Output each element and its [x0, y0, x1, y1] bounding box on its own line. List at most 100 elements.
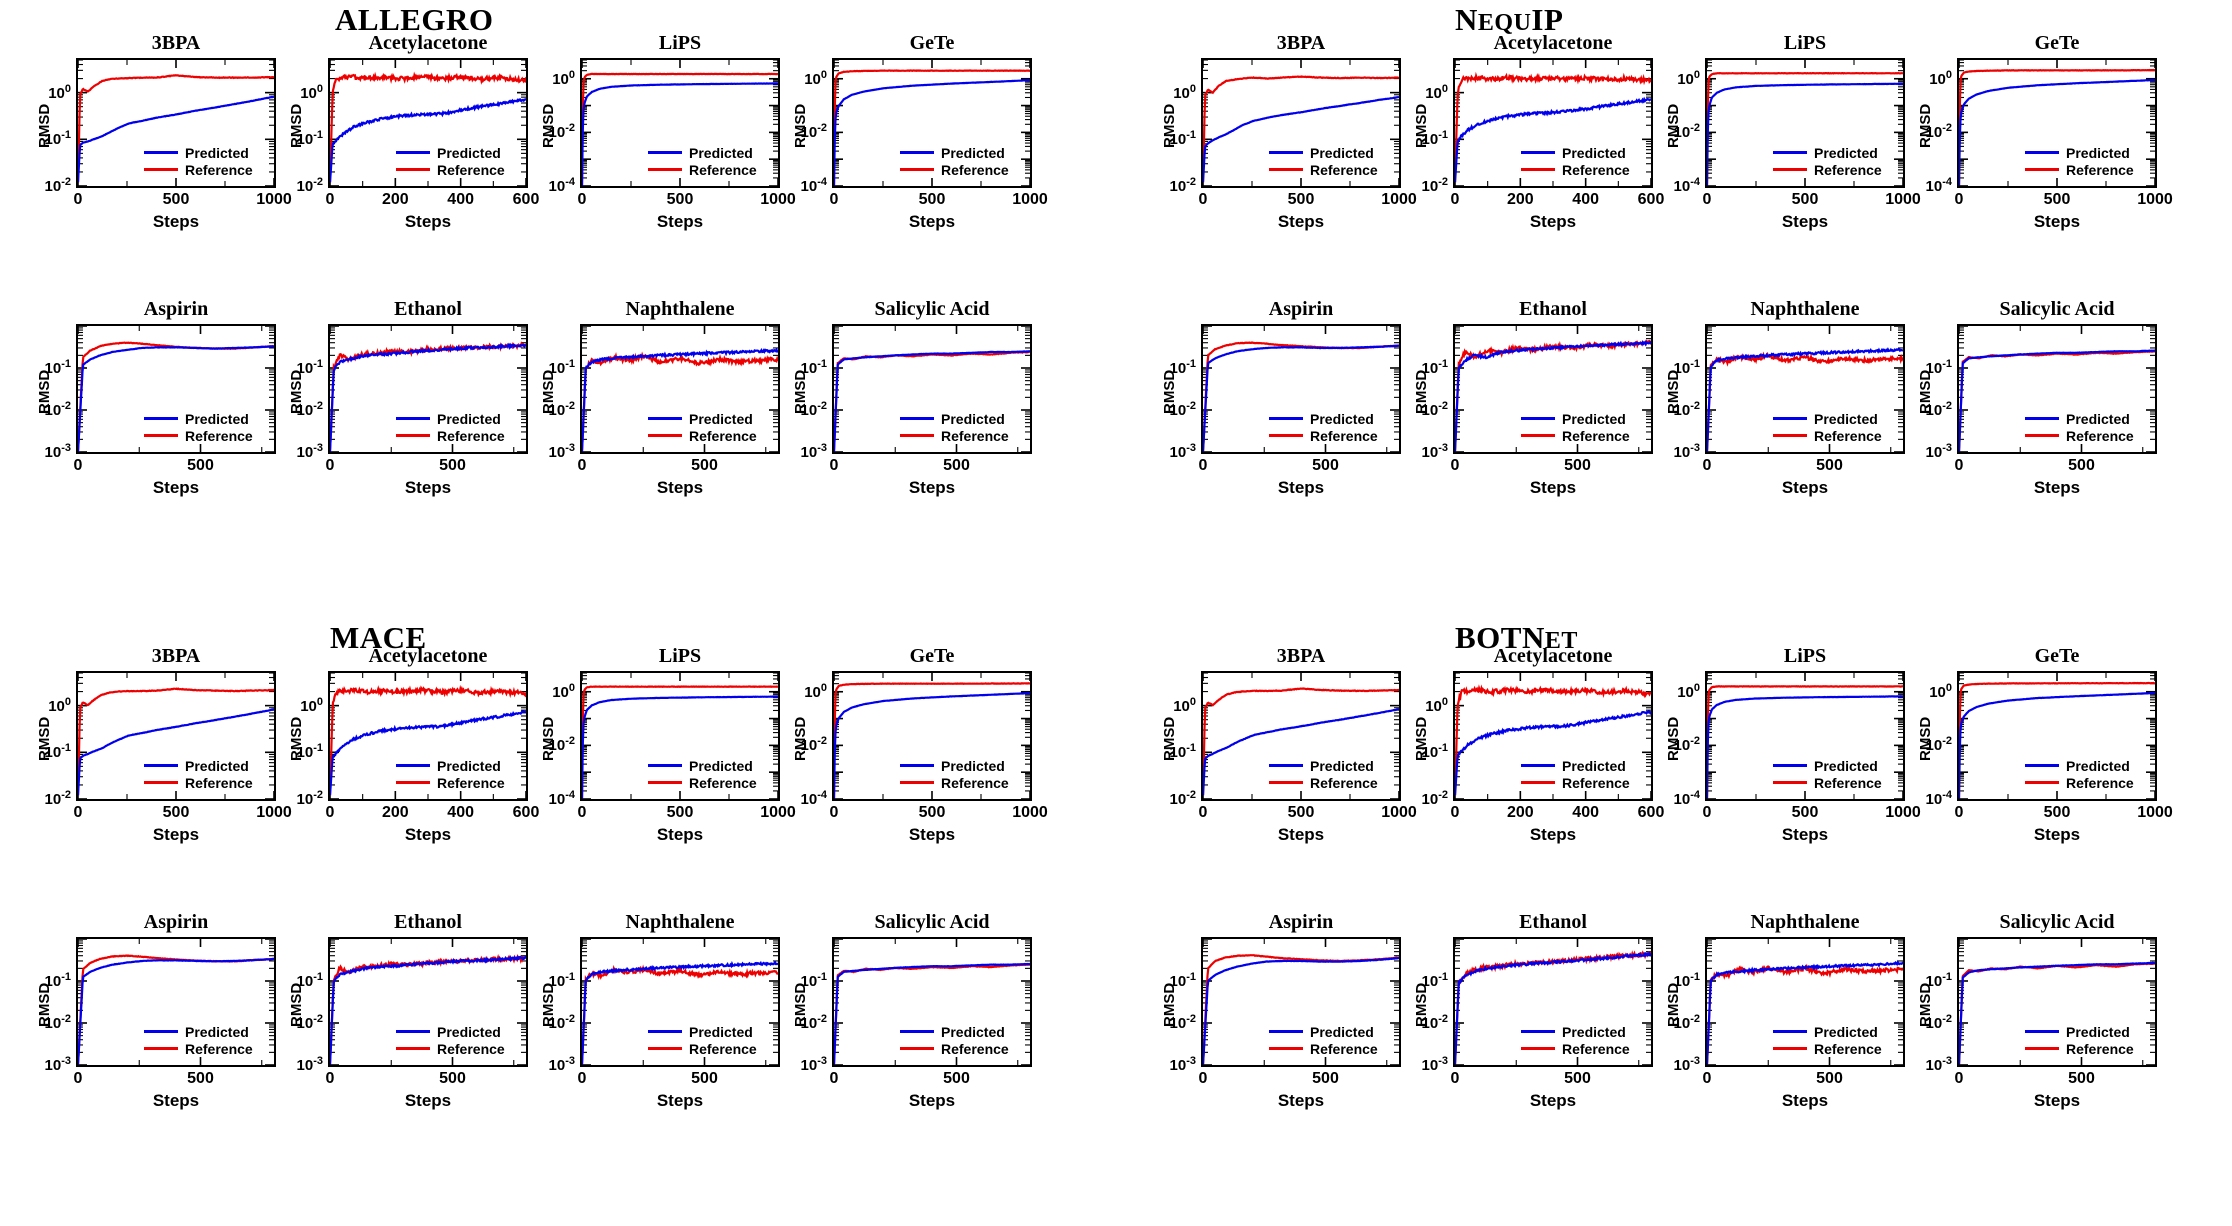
legend-swatch-predicted [900, 417, 934, 420]
legend-swatch-reference [2025, 781, 2059, 784]
section-title-allegro: ALLEGRO [335, 2, 494, 37]
legend-swatch-predicted [1773, 417, 1807, 420]
y-tick-label: 10-3 [296, 442, 323, 461]
legend-item-predicted: Predicted [396, 1023, 505, 1040]
x-tick-label: 0 [829, 457, 839, 474]
panel-mace-ethanol: Ethanol 10-3 10-2 10-1 RMSD 0 500 Steps Predicte… [282, 911, 536, 1113]
y-tick-label: 10-1 [548, 358, 575, 377]
plot-area [1201, 937, 1401, 1067]
legend-item-predicted: Predicted [1773, 757, 1882, 774]
y-tick-label: 10-3 [800, 1055, 827, 1074]
x-axis-label: Steps [1277, 825, 1325, 844]
y-tick-label: 10-2 [1169, 1013, 1196, 1032]
y-tick-label: 10-1 [296, 971, 323, 990]
x-tick-label: 400 [1572, 804, 1600, 821]
y-tick-label: 10-2 [1925, 735, 1952, 755]
legend-label-predicted: Predicted [1562, 410, 1626, 427]
y-tick-label: 10-1 [1421, 358, 1448, 377]
y-tick-label: 100 [1173, 82, 1196, 102]
x-tick-label: 0 [1198, 457, 1208, 474]
legend: Predicted Reference [2025, 144, 2134, 178]
legend-item-reference: Reference [396, 1040, 505, 1057]
legend-item-predicted: Predicted [900, 1023, 1009, 1040]
legend-swatch-reference [2025, 1047, 2059, 1050]
panel-title: Naphthalene [1750, 911, 1860, 933]
plot-area [1201, 58, 1401, 188]
y-axis-label: RMSD [792, 982, 809, 1027]
y-tick-label: 10-2 [1169, 400, 1196, 419]
legend-label-predicted: Predicted [689, 410, 753, 427]
x-tick-label: 500 [666, 804, 694, 821]
x-tick-label: 500 [1791, 191, 1819, 208]
legend-label-reference: Reference [689, 161, 757, 178]
y-tick-label: 100 [48, 82, 71, 102]
legend-swatch-reference [144, 1047, 178, 1050]
legend-swatch-reference [648, 434, 682, 437]
legend-swatch-reference [396, 434, 430, 437]
legend-label-predicted: Predicted [1310, 144, 1374, 161]
legend-swatch-reference [900, 1047, 934, 1050]
y-tick-label: 10-3 [1421, 442, 1448, 461]
x-tick-label: 0 [1450, 457, 1460, 474]
x-tick-label: 0 [325, 1070, 335, 1087]
x-axis-label: Steps [1781, 825, 1829, 844]
legend-item-reference: Reference [2025, 427, 2134, 444]
legend-item-predicted: Predicted [1521, 757, 1630, 774]
panel-title: Aspirin [1268, 298, 1334, 320]
legend-swatch-predicted [144, 1030, 178, 1033]
legend-label-reference: Reference [1310, 1040, 1378, 1057]
y-tick-label: 10-1 [1673, 971, 1700, 990]
panel-title: Ethanol [1519, 911, 1587, 933]
x-tick-label: 0 [829, 804, 839, 821]
y-tick-label: 10-1 [1421, 742, 1448, 762]
legend-label-reference: Reference [941, 774, 1009, 791]
plot-area [1957, 324, 2157, 454]
legend-item-predicted: Predicted [144, 757, 253, 774]
x-tick-label: 0 [1954, 457, 1964, 474]
y-tick-label: 10-3 [1169, 1055, 1196, 1074]
legend-swatch-reference [1773, 434, 1807, 437]
panel-title: Acetylacetone [368, 32, 488, 54]
legend-label-predicted: Predicted [941, 757, 1005, 774]
section-title-mace: MACE [330, 620, 427, 655]
y-tick-label: 10-2 [44, 1013, 71, 1032]
legend-item-reference: Reference [648, 774, 757, 791]
series-reference [1707, 685, 1903, 799]
y-tick-label: 10-2 [1925, 1013, 1952, 1032]
y-axis-label: RMSD [36, 369, 53, 414]
panel-allegro-gete: GeTe 10-4 10-2 100 RMSD 0 500 1000 Steps Predicte… [786, 32, 1048, 234]
plot-area [832, 324, 1032, 454]
series-predicted [1959, 78, 2155, 186]
panel-title: Acetylacetone [1493, 32, 1613, 54]
series-predicted [582, 347, 778, 452]
plot-area [1957, 671, 2157, 801]
legend-swatch-predicted [1269, 1030, 1303, 1033]
legend-swatch-reference [648, 781, 682, 784]
y-tick-label: 100 [1929, 681, 1952, 701]
x-axis-label: Steps [2033, 212, 2081, 231]
x-axis-label: Steps [1277, 1091, 1325, 1110]
x-tick-label: 200 [1506, 191, 1534, 208]
y-tick-label: 10-2 [548, 122, 575, 142]
x-tick-label: 0 [577, 804, 587, 821]
panel-botnet-salicylic-acid: Salicylic Acid 10-3 10-2 10-1 RMSD 0 500 Steps P… [1911, 911, 2165, 1113]
panel-nequip-salicylic-acid: Salicylic Acid 10-3 10-2 10-1 RMSD 0 500 Steps P… [1911, 298, 2165, 500]
y-axis-label: RMSD [792, 103, 809, 148]
y-tick-label: 10-1 [44, 742, 71, 762]
legend-item-predicted: Predicted [396, 410, 505, 427]
x-tick-label: 500 [1564, 457, 1591, 474]
panel-title: 3BPA [151, 32, 201, 54]
legend-item-reference: Reference [900, 774, 1009, 791]
plot-area [76, 937, 276, 1067]
y-axis-label: RMSD [1413, 982, 1430, 1027]
legend: Predicted Reference [1521, 144, 1630, 178]
panel-allegro-ethanol: Ethanol 10-3 10-2 10-1 RMSD 0 500 Steps Predicte… [282, 298, 536, 500]
legend-item-reference: Reference [1521, 161, 1630, 178]
panel-nequip-lips: LiPS 10-4 10-2 100 RMSD 0 500 1000 Steps Predicte… [1659, 32, 1921, 234]
legend-swatch-reference [1521, 434, 1555, 437]
y-tick-label: 10-2 [44, 176, 71, 195]
series-reference [1203, 75, 1399, 183]
legend-label-predicted: Predicted [1310, 410, 1374, 427]
y-tick-label: 10-3 [1169, 442, 1196, 461]
legend-swatch-predicted [2025, 764, 2059, 767]
